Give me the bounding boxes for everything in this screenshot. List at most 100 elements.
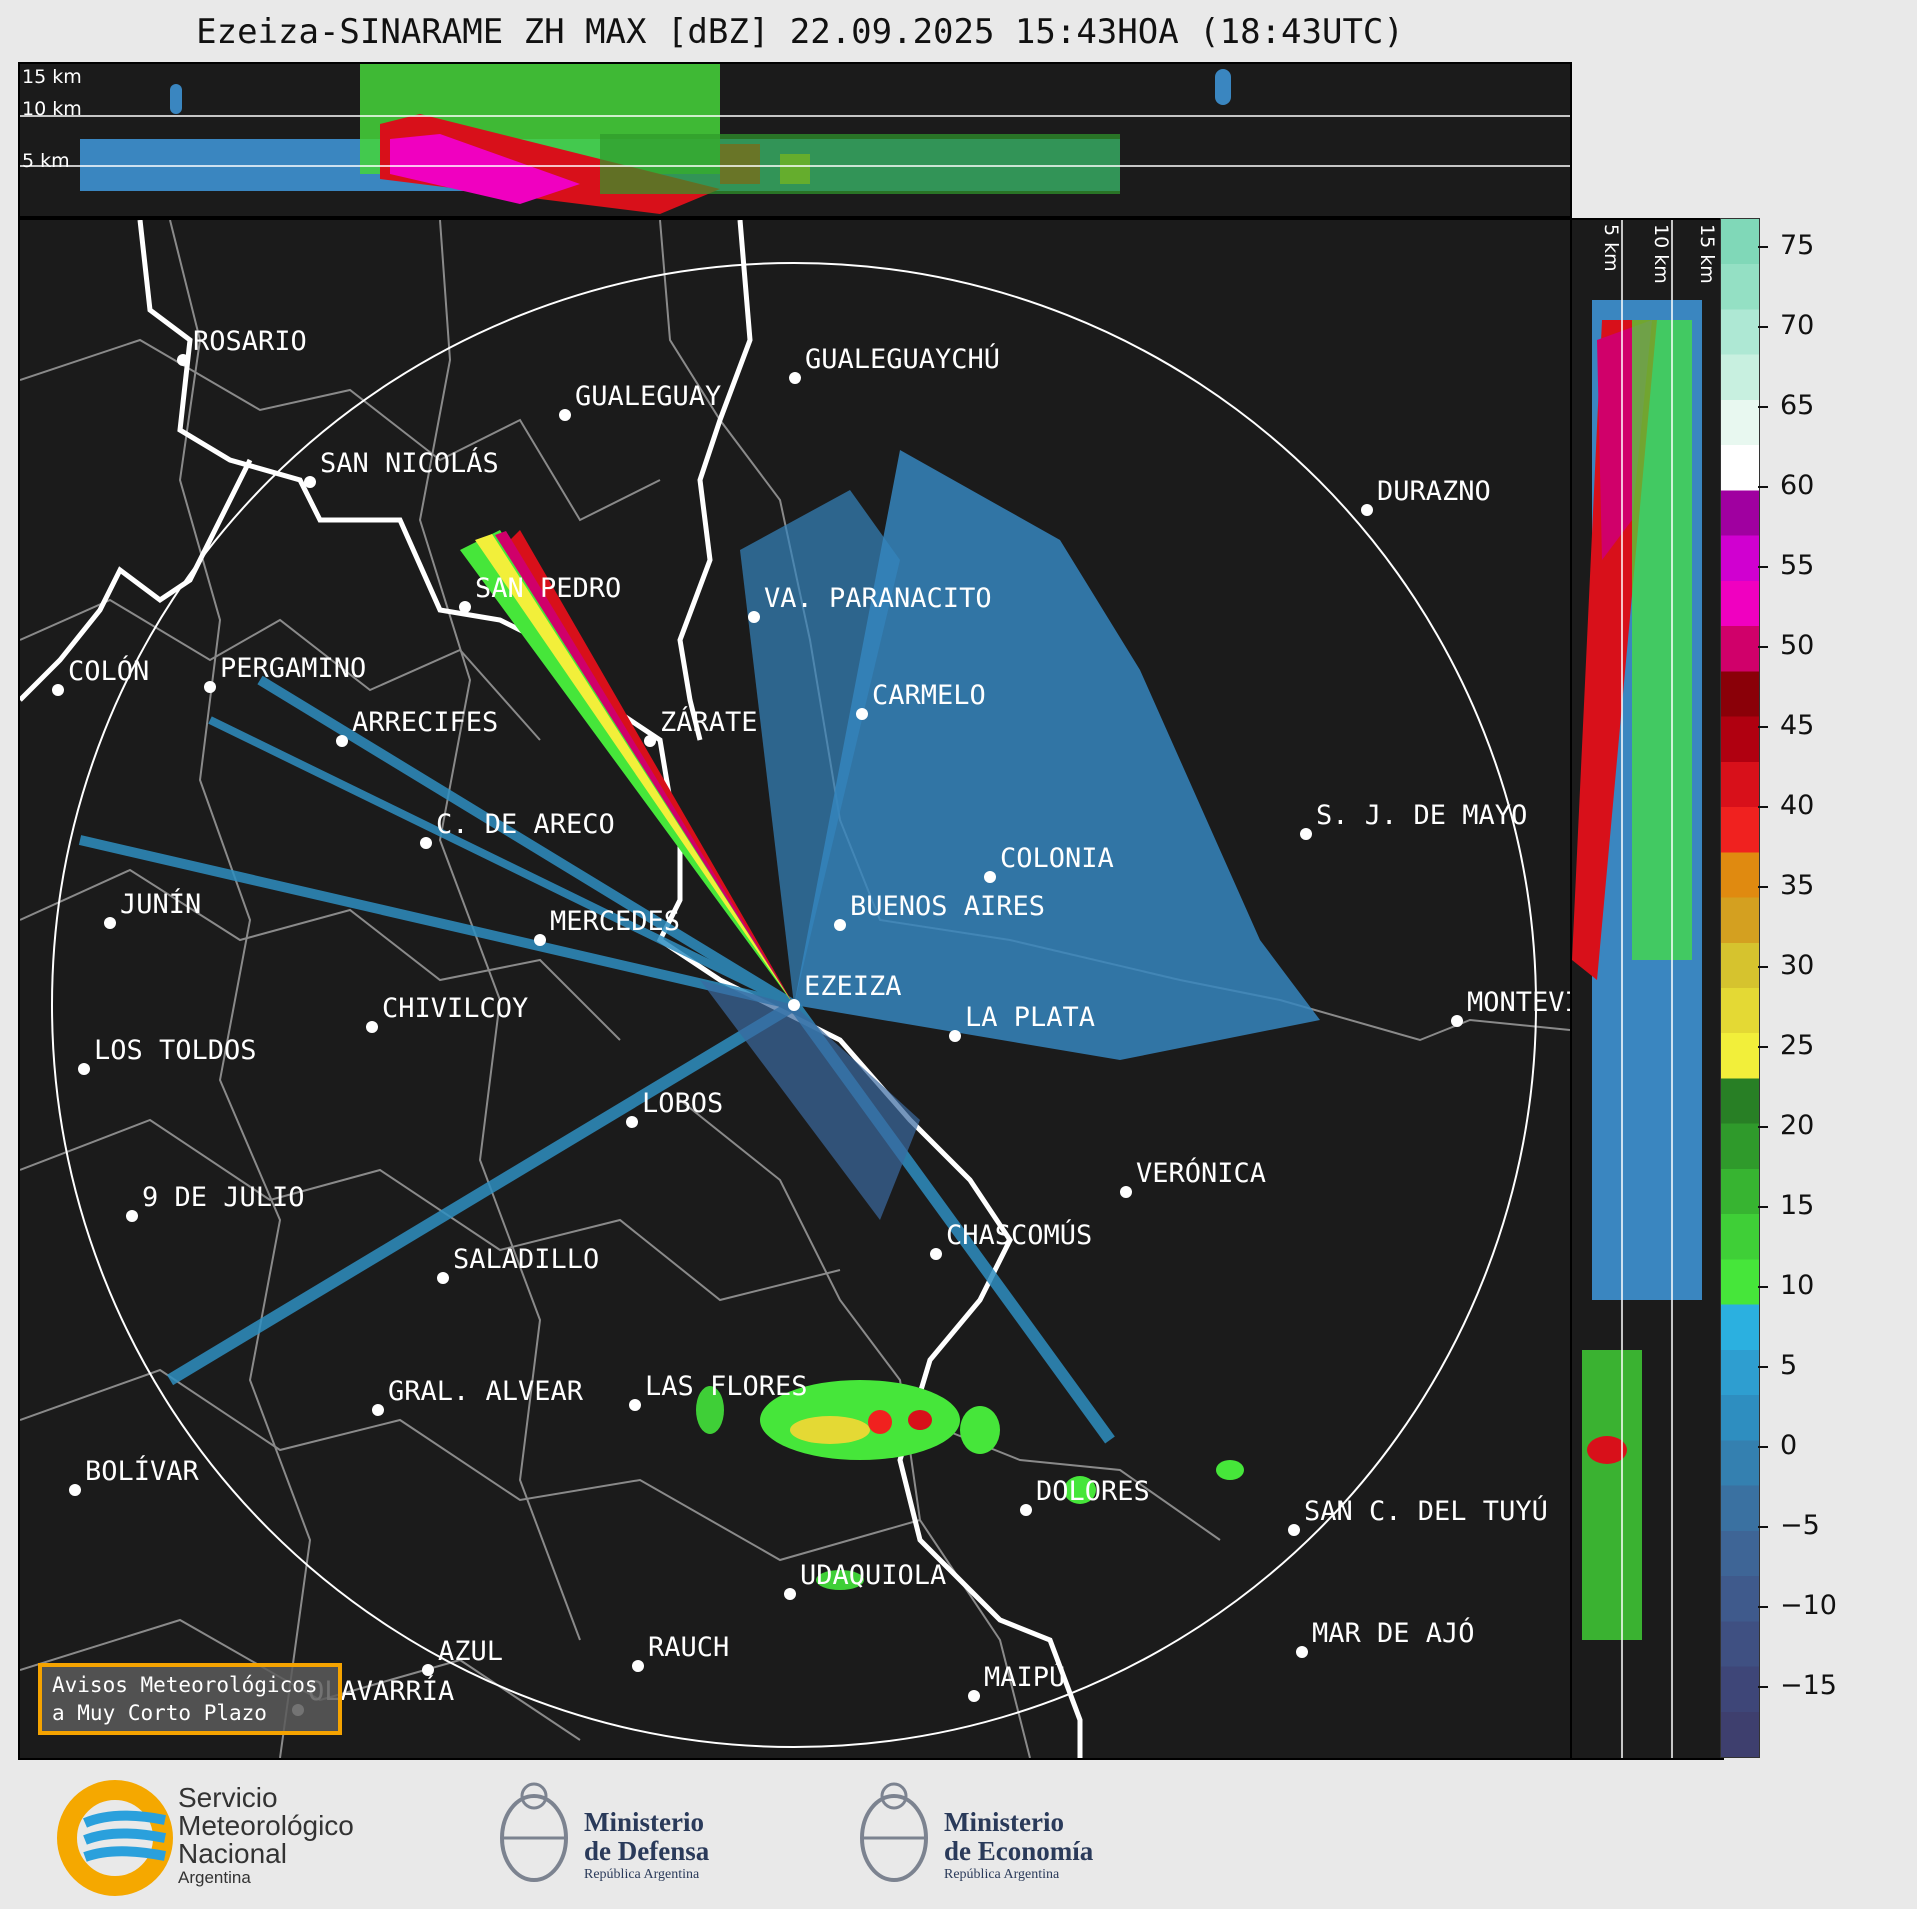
city-marker: GUALEGUAY [559, 381, 721, 421]
city-label: CARMELO [872, 680, 986, 711]
city-dot [126, 1210, 138, 1222]
city-marker: BUENOS AIRES [834, 891, 1045, 931]
city-dot [788, 999, 800, 1011]
city-label: CHASCOMÚS [946, 1219, 1092, 1251]
city-marker: ZÁRATE [644, 706, 758, 747]
colorbar-tick-mark [1758, 1526, 1768, 1528]
city-label: VA. PARANACITO [764, 583, 992, 614]
footer-logos: Servicio Meteorológico Nacional Argentin… [0, 1760, 1917, 1909]
smn-logo-text: Servicio Meteorológico Nacional Argentin… [178, 1784, 354, 1888]
city-dot [1288, 1524, 1300, 1536]
city-marker: MAR DE AJÓ [1296, 1617, 1475, 1658]
city-marker: MERCEDES [534, 906, 680, 946]
city-label: C. DE ARECO [436, 809, 615, 840]
side-height-profile: 5 km 10 km 15 km [1570, 218, 1724, 1760]
smn-line1: Servicio [178, 1782, 278, 1813]
city-dot [784, 1588, 796, 1600]
radar-map-svg: ROSARIO GUALEGUAYCHÚ GUALEGUAY SAN NICOLÁS D… [20, 220, 1570, 1758]
city-dot [534, 934, 546, 946]
echo-fan [794, 450, 1320, 1060]
city-dot [459, 601, 471, 613]
defensa-logo-text: Ministerio de Defensa República Argentin… [584, 1808, 709, 1884]
colorbar-tick-mark [1758, 1686, 1768, 1688]
colorbar-tick-mark [1758, 886, 1768, 888]
city-dot [336, 735, 348, 747]
city-marker: CARMELO [856, 680, 986, 720]
colorbar-tick-label: 40 [1780, 790, 1815, 821]
city-label: MONTEVIDEO [1467, 987, 1570, 1018]
city-marker: DOLORES [1020, 1476, 1150, 1516]
range-ring [51, 262, 1537, 1748]
top-height-profile: 15 km 10 km 5 km [18, 62, 1572, 218]
city-label: SAN PEDRO [475, 573, 621, 604]
echo-band [1632, 320, 1692, 960]
city-label: ROSARIO [193, 326, 307, 357]
city-dot [968, 1690, 980, 1702]
city-dot [559, 409, 571, 421]
city-marker: RAUCH [632, 1632, 729, 1672]
colorbar-tick-label: 50 [1780, 630, 1815, 661]
economia-line3: República Argentina [944, 1867, 1060, 1882]
city-marker: MAIPÚ [968, 1661, 1065, 1702]
city-marker: JUNÍN [104, 888, 201, 929]
colorbar-tick-label: 70 [1780, 310, 1815, 341]
convective-cells [696, 1380, 1244, 1590]
city-dot [177, 354, 189, 366]
city-label: BOLÍVAR [85, 1455, 200, 1487]
coat-of-arms-icon [500, 1782, 568, 1882]
echo-fan [740, 490, 900, 1005]
city-dot [629, 1399, 641, 1411]
colorbar-tick-label: 10 [1780, 1270, 1815, 1301]
city-marker: GUALEGUAYCHÚ [789, 343, 1000, 384]
city-label: AZUL [438, 1636, 503, 1667]
warning-box[interactable]: Avisos Meteorológicos a Muy Corto Plazo [38, 1663, 342, 1735]
city-marker: C. DE ARECO [420, 809, 615, 849]
city-dot [1451, 1015, 1463, 1027]
city-marker: LAS FLORES [629, 1371, 808, 1411]
strong-beam [495, 531, 794, 1005]
coastline [20, 220, 1083, 1758]
city-marker: SAN NICOLÁS [304, 447, 499, 488]
echo-fan [700, 980, 920, 1220]
city-marker: PERGAMINO [204, 653, 366, 693]
city-markers-layer: ROSARIO GUALEGUAYCHÚ GUALEGUAY SAN NICOLÁS D… [52, 326, 1570, 1716]
colorbar [1720, 218, 1760, 1758]
city-dot [422, 1664, 434, 1676]
side-label-15km: 15 km [1696, 224, 1718, 284]
colorbar-tick-label: −5 [1780, 1510, 1820, 1541]
colorbar-tick-mark [1758, 1606, 1768, 1608]
city-dot [949, 1030, 961, 1042]
strong-beam [460, 530, 794, 1005]
colorbar-tick-label: 65 [1780, 390, 1815, 421]
smn-logo-icon [57, 1780, 173, 1896]
colorbar-tick-label: 25 [1780, 1030, 1815, 1061]
city-marker: EZEIZA [788, 971, 902, 1011]
chart-title: Ezeiza-SINARAME ZH MAX [dBZ] 22.09.2025 … [196, 12, 1404, 52]
city-marker: UDAQUIOLA [784, 1560, 946, 1600]
colorbar-tick-mark [1758, 1046, 1768, 1048]
colorbar-tick-label: 75 [1780, 230, 1815, 261]
strong-beam [510, 530, 794, 1005]
colorbar-tick-label: 15 [1780, 1190, 1815, 1221]
smn-line4: Argentina [178, 1868, 251, 1887]
city-marker: S. J. DE MAYO [1300, 800, 1527, 840]
city-dot [644, 735, 656, 747]
colorbar-tick-mark [1758, 1286, 1768, 1288]
city-marker: BOLÍVAR [69, 1455, 200, 1496]
city-marker: COLÓN [52, 655, 149, 696]
city-dot [930, 1248, 942, 1260]
colorbar-tick-label: 60 [1780, 470, 1815, 501]
defensa-line1: Ministerio [584, 1807, 704, 1837]
city-dot [1120, 1186, 1132, 1198]
colorbar-tick-label: 5 [1780, 1350, 1798, 1381]
city-dot [856, 708, 868, 720]
smn-line2: Meteorológico [178, 1810, 354, 1841]
colorbar-tick-label: 30 [1780, 950, 1815, 981]
city-marker: COLONIA [984, 843, 1114, 883]
colorbar-tick-mark [1758, 486, 1768, 488]
echo-band [1215, 69, 1231, 105]
city-dot [789, 372, 801, 384]
city-dot [304, 476, 316, 488]
city-marker: LA PLATA [949, 1002, 1095, 1042]
city-marker: LOS TOLDOS [78, 1035, 257, 1075]
